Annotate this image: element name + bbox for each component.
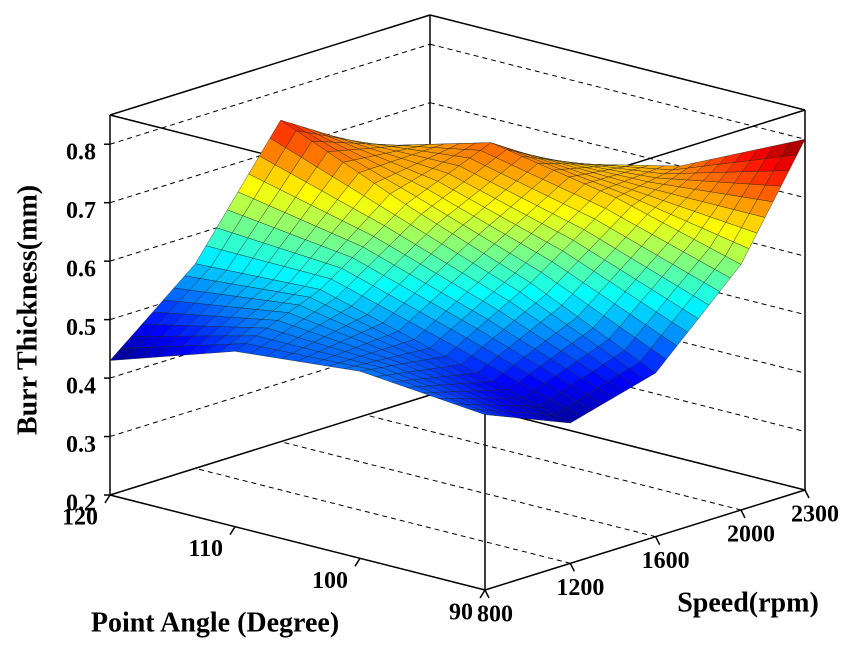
y-tick <box>569 562 576 572</box>
z-axis-title: Burr Thickness(mm) <box>12 185 43 435</box>
grid-line <box>429 43 806 140</box>
z-tick-label: 0.6 <box>66 257 96 283</box>
z-tick-label: 0.3 <box>66 432 96 458</box>
y-tick-label: 800 <box>477 602 513 628</box>
x-tick-label: 110 <box>188 536 223 562</box>
x-tick <box>354 557 361 567</box>
box-edge <box>109 394 431 496</box>
x-tick <box>104 494 111 504</box>
grid-line <box>429 394 806 491</box>
x-tick-label: 120 <box>62 505 98 531</box>
grid-line <box>365 414 742 511</box>
grid-line <box>109 43 431 145</box>
y-tick <box>804 489 810 499</box>
x-axis-title: Point Angle (Degree) <box>91 607 339 638</box>
x-tick <box>229 526 236 536</box>
z-tick-label: 0.7 <box>66 198 96 224</box>
y-tick <box>654 536 661 546</box>
box-edge <box>429 14 806 111</box>
box-edge <box>109 14 431 116</box>
z-tick-label: 0.5 <box>66 315 96 341</box>
x-tick-label: 90 <box>449 600 473 626</box>
z-tick-label: 0.4 <box>66 374 96 400</box>
grid-line <box>109 494 486 591</box>
z-tick-label: 0.2 <box>66 491 96 517</box>
grid-line <box>109 394 431 496</box>
grid-line <box>280 441 656 538</box>
box-edge <box>484 489 806 591</box>
surface-patch <box>469 408 496 416</box>
y-axis-title: Speed(rpm) <box>677 587 819 618</box>
y-tick-label: 1200 <box>556 575 604 601</box>
x-tick-label: 100 <box>312 568 348 594</box>
y-tick-label: 2000 <box>727 522 775 548</box>
grid-line <box>195 467 571 564</box>
y-tick-label: 1600 <box>642 548 690 574</box>
z-tick-label: 0.8 <box>66 140 96 166</box>
x-tick <box>479 589 486 599</box>
y-tick-label: 2300 <box>791 502 839 528</box>
y-tick <box>740 509 746 519</box>
grid-line <box>429 102 806 199</box>
y-tick <box>484 589 490 599</box>
grid-line <box>109 102 431 204</box>
